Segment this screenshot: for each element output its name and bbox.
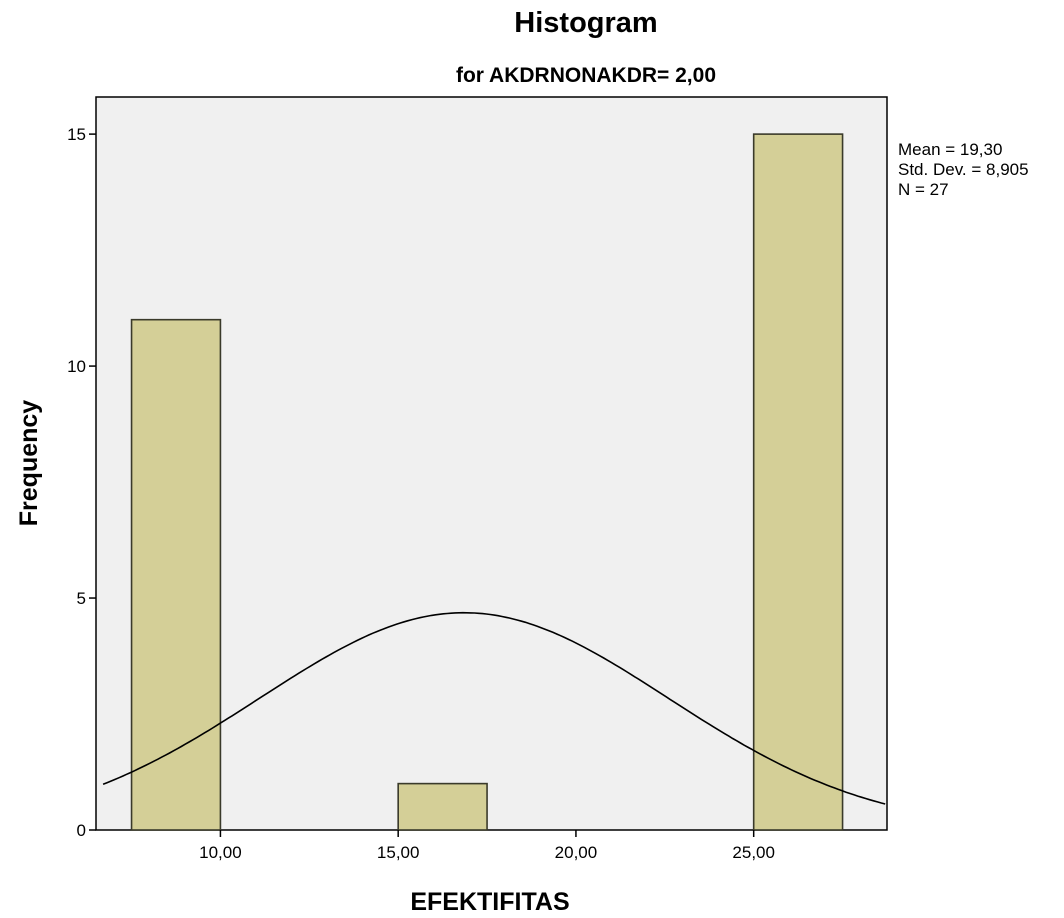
bars-group (130, 133, 844, 831)
stat-line: N = 27 (898, 180, 949, 199)
x-axis: 10,00 15,00 20,00 25,00 (199, 830, 775, 862)
y-axis-title: Frequency (15, 400, 43, 527)
y-axis: 0 5 10 15 (67, 125, 96, 840)
chart-subtitle: for AKDRNONAKDR= 2,00 (456, 64, 716, 87)
histogram-bar (130, 318, 222, 831)
stat-line: Mean = 19,30 (898, 140, 1002, 159)
x-tick-label: 25,00 (732, 843, 775, 862)
x-tick-label: 20,00 (555, 843, 598, 862)
stat-line: Std. Dev. = 8,905 (898, 160, 1029, 179)
x-tick-label: 15,00 (377, 843, 420, 862)
chart-title: Histogram (514, 7, 657, 39)
y-tick-label: 10 (67, 357, 86, 376)
x-axis-title: EFEKTIFITAS (410, 888, 569, 916)
y-tick-label: 0 (77, 821, 86, 840)
y-tick-label: 5 (77, 589, 86, 608)
y-tick-label: 15 (67, 125, 86, 144)
x-tick-label: 10,00 (199, 843, 242, 862)
histogram-bar (752, 133, 844, 831)
normal-curve (102, 611, 886, 805)
histogram-bar (397, 782, 488, 831)
